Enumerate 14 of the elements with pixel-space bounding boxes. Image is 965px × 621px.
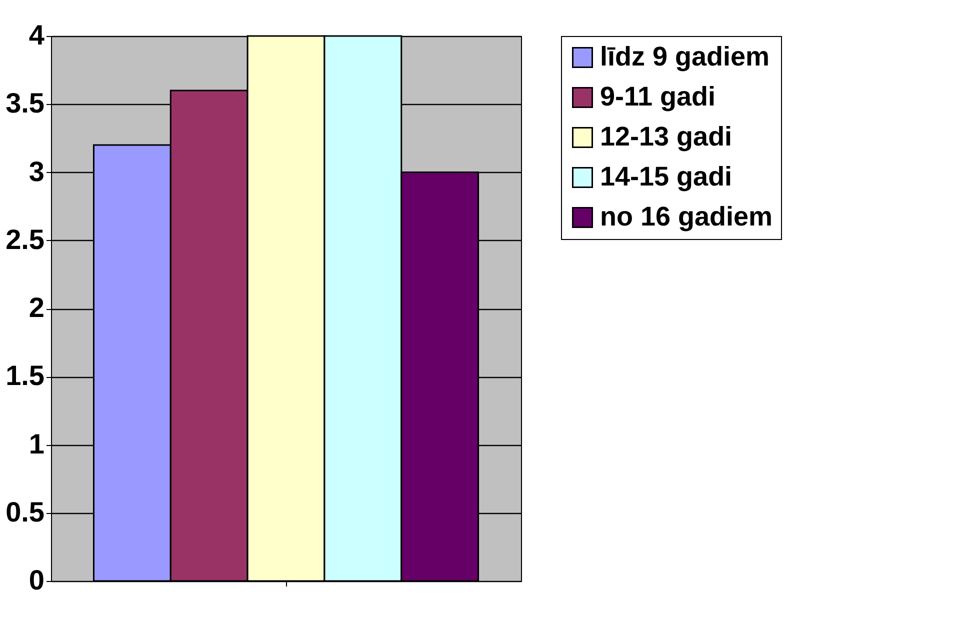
legend-label: līdz 9 gadiem xyxy=(600,42,770,72)
y-tick-label: 2.5 xyxy=(6,224,44,255)
legend-label: 9-11 gadi xyxy=(600,82,716,112)
legend-label: 14-15 gadi xyxy=(600,162,732,192)
y-tick-label: 1 xyxy=(28,428,44,460)
y-tick-label: 2 xyxy=(28,292,44,323)
legend-label: no 16 gadiem xyxy=(600,202,773,232)
y-tick-label: 0 xyxy=(28,564,44,596)
y-tick-label: 1.5 xyxy=(6,360,44,392)
legend-label: 12-13 gadi xyxy=(600,122,732,152)
y-tick-label: 3 xyxy=(28,156,44,187)
y-tick-label: 0.5 xyxy=(6,496,44,528)
y-tick-label: 3.5 xyxy=(6,88,44,119)
y-tick-label: 4 xyxy=(28,20,45,50)
